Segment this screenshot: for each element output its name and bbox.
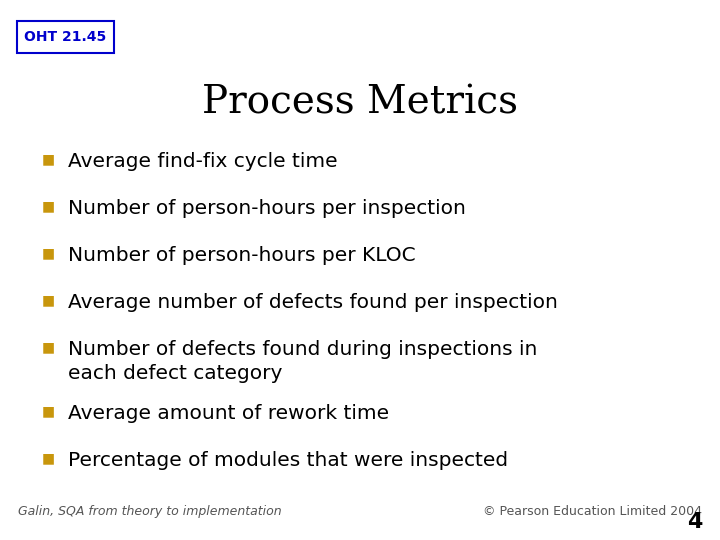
Text: Process Metrics: Process Metrics <box>202 85 518 122</box>
Text: ■: ■ <box>42 152 55 166</box>
Text: © Pearson Education Limited 2004: © Pearson Education Limited 2004 <box>483 505 702 518</box>
Text: Average number of defects found per inspection: Average number of defects found per insp… <box>68 293 558 312</box>
Text: Percentage of modules that were inspected: Percentage of modules that were inspecte… <box>68 451 508 470</box>
Text: 4: 4 <box>687 512 702 532</box>
Text: Average amount of rework time: Average amount of rework time <box>68 404 389 423</box>
Text: ■: ■ <box>42 246 55 260</box>
Text: ■: ■ <box>42 293 55 307</box>
Text: ■: ■ <box>42 340 55 354</box>
Text: Number of defects found during inspections in
each defect category: Number of defects found during inspectio… <box>68 340 537 383</box>
Text: ■: ■ <box>42 199 55 213</box>
Text: Number of person-hours per KLOC: Number of person-hours per KLOC <box>68 246 415 265</box>
FancyBboxPatch shape <box>17 21 114 53</box>
Text: ■: ■ <box>42 451 55 465</box>
Text: Average find-fix cycle time: Average find-fix cycle time <box>68 152 338 171</box>
Text: ■: ■ <box>42 404 55 418</box>
Text: OHT 21.45: OHT 21.45 <box>24 30 107 44</box>
Text: Galin, SQA from theory to implementation: Galin, SQA from theory to implementation <box>18 505 282 518</box>
Text: Number of person-hours per inspection: Number of person-hours per inspection <box>68 199 466 218</box>
